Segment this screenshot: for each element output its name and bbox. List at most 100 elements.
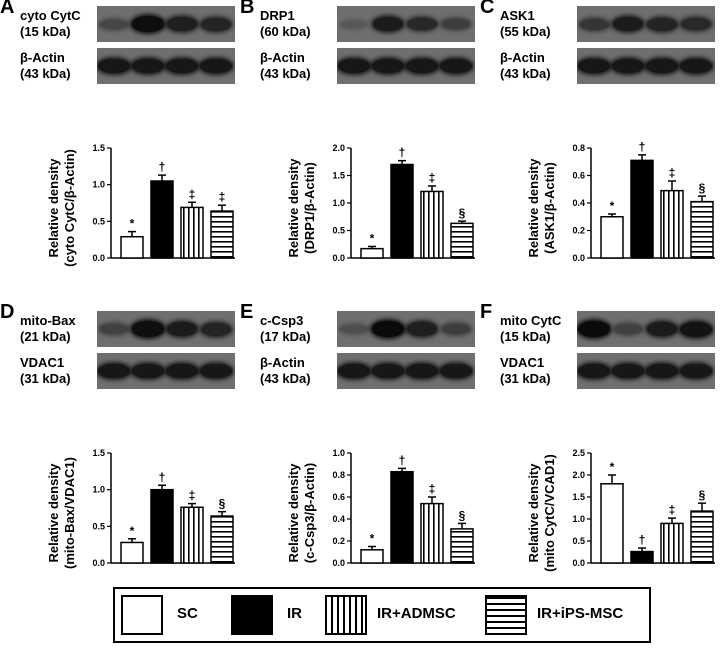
blot-band xyxy=(579,18,609,30)
panel-b: B DRP1 (60 kDa) β-Actin (43 kDa) 0.0 0.5 1.0 1.5… xyxy=(240,0,480,310)
y-tick-label: 0.5 xyxy=(572,536,585,546)
significance-label: § xyxy=(459,508,466,522)
bar-ir-ips-msc xyxy=(690,510,714,564)
blot-band xyxy=(578,363,610,379)
blot-label-line2: (55 kDa) xyxy=(500,24,551,39)
significance-label: † xyxy=(159,470,166,484)
y-tick-label: 0.5 xyxy=(92,216,105,226)
significance-label: † xyxy=(639,533,646,547)
significance-label: † xyxy=(399,453,406,467)
y-tick-label: 0.6 xyxy=(572,171,585,181)
blot-band xyxy=(578,321,610,337)
bar-ir-admsc xyxy=(660,522,684,564)
blot-label-line1: mito-Bax xyxy=(20,313,76,328)
y-tick-label: 1.5 xyxy=(332,171,345,181)
blot-band xyxy=(200,322,232,336)
blot-label-line2: (43 kDa) xyxy=(20,66,71,81)
bar-ir-ips-msc xyxy=(210,515,234,564)
blot-label: mito CytC (15 kDa) xyxy=(500,313,561,345)
blot-label: mito-Bax (21 kDa) xyxy=(20,313,76,345)
bar-ir xyxy=(390,163,414,259)
blot-label-line1: VDAC1 xyxy=(20,355,65,370)
y-tick-label: 1.5 xyxy=(92,448,105,458)
blot-band xyxy=(612,58,644,74)
blot-label: DRP1 (60 kDa) xyxy=(260,8,311,40)
blot-label-line2: (60 kDa) xyxy=(260,24,311,39)
blot-band xyxy=(372,363,404,379)
significance-label: § xyxy=(699,488,706,502)
western-blot-image xyxy=(97,311,235,347)
y-tick-label: 1.0 xyxy=(332,448,345,458)
bar-chart: 0.0 0.5 1.0 1.5 Relative density (cyto CytC/β… xyxy=(46,143,235,267)
panel-letter: D xyxy=(0,301,15,323)
legend-label: IR+iPS-MSC xyxy=(537,605,624,622)
y-tick-label: 0.5 xyxy=(92,521,105,531)
blot-band xyxy=(440,363,472,379)
y-axis-title-line1: Relative density xyxy=(46,158,61,258)
y-tick-label: 0.0 xyxy=(332,558,345,568)
bar-sc xyxy=(120,541,144,564)
y-axis-title-line1: Relative density xyxy=(286,463,301,563)
bar-sc xyxy=(360,247,384,259)
blot-label-line1: β-Actin xyxy=(20,50,65,65)
y-axis-title-line2: (mito-Bax/VDAC1) xyxy=(62,457,77,569)
blot-label-line1: DRP1 xyxy=(260,8,295,23)
blot-band xyxy=(441,19,471,29)
panel-c: C ASK1 (55 kDa) β-Actin (43 kDa) 0.0 0.2 0.4 0.6… xyxy=(480,0,720,310)
panel-letter: F xyxy=(480,301,493,323)
blot-label: ASK1 (55 kDa) xyxy=(500,8,551,40)
y-tick-label: 0.8 xyxy=(332,470,345,480)
legend: SC IR IR+ADMSC IR+iPS-MSC xyxy=(113,587,651,643)
bar-ir-admsc xyxy=(180,506,204,564)
significance-label: † xyxy=(399,146,406,160)
significance-label: ‡ xyxy=(189,187,196,201)
bar-chart: 0.0 0.5 1.0 1.5 2.0 Relative density (DRP1/β-A… xyxy=(286,143,475,263)
significance-label: * xyxy=(130,217,135,231)
western-blot-image xyxy=(97,6,235,42)
blot-band xyxy=(338,58,370,74)
western-blot-image xyxy=(97,48,235,84)
y-tick-label: 0.0 xyxy=(332,253,345,263)
legend-swatch-open xyxy=(121,595,163,635)
significance-label: ‡ xyxy=(219,190,226,204)
blot-label-line2: (31 kDa) xyxy=(500,371,551,386)
bar-ir-ips-msc xyxy=(210,210,234,259)
blot-band xyxy=(338,363,370,379)
blot-band xyxy=(340,20,368,28)
bar-chart: 0.0 0.5 1.0 1.5 2.0 2.5 Relative density (mito … xyxy=(526,448,715,572)
blot-band xyxy=(200,363,232,379)
blot-label-line2: (43 kDa) xyxy=(500,66,551,81)
blot-label-line2: (17 kDa) xyxy=(260,329,311,344)
blot-band xyxy=(613,324,643,334)
blot-band xyxy=(646,363,678,379)
blot-label: β-Actin (43 kDa) xyxy=(260,50,311,82)
y-tick-label: 0.4 xyxy=(572,198,585,208)
bar-chart: 0.0 0.2 0.4 0.6 0.8 Relative density (ASK1/β-A… xyxy=(526,140,715,263)
significance-label: ‡ xyxy=(189,489,196,503)
legend-swatch-horizontal xyxy=(485,595,527,635)
bar-chart: 0.0 0.5 1.0 1.5 Relative density (mito-Bax/VD… xyxy=(46,448,235,569)
y-tick-label: 2.5 xyxy=(572,448,585,458)
blot-band xyxy=(200,58,232,74)
bar-sc xyxy=(600,216,624,259)
y-tick-label: 1.5 xyxy=(92,143,105,153)
blot-band xyxy=(372,321,404,337)
blot-label-line1: β-Actin xyxy=(260,50,305,65)
significance-label: † xyxy=(639,140,646,154)
y-tick-label: 0.2 xyxy=(332,536,345,546)
blot-label-line1: ASK1 xyxy=(500,8,535,23)
y-axis-title-line2: (mito CytC/VCAD1) xyxy=(542,454,557,572)
bar-ir xyxy=(150,180,174,259)
significance-label: ‡ xyxy=(429,171,436,185)
blot-band xyxy=(406,363,438,379)
significance-label: ‡ xyxy=(429,482,436,496)
blot-label-line1: VDAC1 xyxy=(500,355,545,370)
blot-band xyxy=(100,19,128,29)
y-tick-label: 2.0 xyxy=(572,470,585,480)
western-blot-image xyxy=(337,6,475,42)
blot-band xyxy=(166,58,198,74)
blot-label-line2: (21 kDa) xyxy=(20,329,71,344)
blot-band xyxy=(98,363,130,379)
